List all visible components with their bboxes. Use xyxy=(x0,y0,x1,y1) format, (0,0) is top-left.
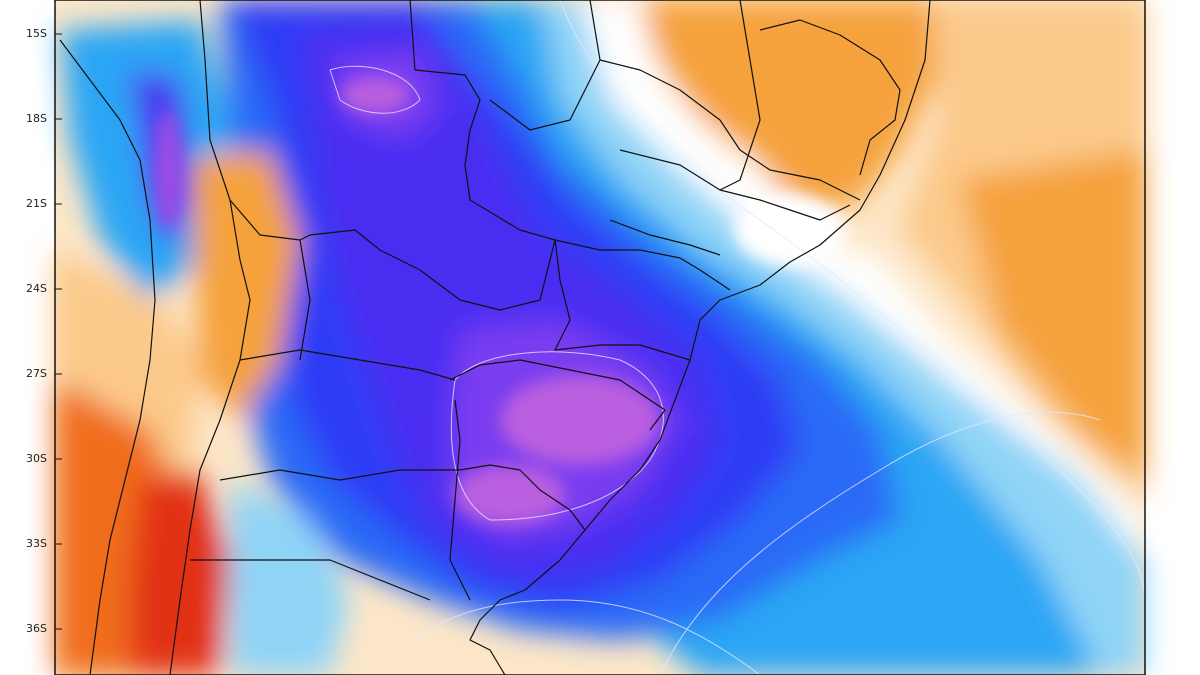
warm-region-southeast-ocean xyxy=(960,150,1145,480)
latitude-label-21s: 21S xyxy=(26,197,47,210)
latitude-label-30s: 30S xyxy=(26,452,47,465)
boundaries xyxy=(59,0,931,675)
neutral-pocket-southeast xyxy=(735,195,845,265)
border-sao-paulo xyxy=(619,149,851,221)
border-argentina-provinces xyxy=(239,349,456,381)
coastline-west xyxy=(59,39,156,675)
warm-region-northeast xyxy=(620,0,940,220)
border-argentina-provinces xyxy=(219,469,460,481)
border-andes xyxy=(169,199,251,675)
anomaly-cores xyxy=(154,77,845,525)
plot-area xyxy=(55,0,1146,675)
warm-region-argentina xyxy=(130,470,230,675)
contour-line xyxy=(450,351,664,521)
border-brazil-north xyxy=(409,0,556,241)
border-argentina xyxy=(449,399,471,601)
border-minas xyxy=(759,19,901,176)
border-argentina-provinces xyxy=(190,559,431,601)
latitude-ticks xyxy=(55,33,62,630)
contour-lines xyxy=(329,0,1146,675)
contour-line xyxy=(379,599,761,675)
plot-frame xyxy=(54,0,1146,675)
border-states xyxy=(554,279,691,361)
border-bolivia-paraguay xyxy=(309,229,561,311)
latitude-label-15s: 15S xyxy=(26,27,47,40)
border-states-north xyxy=(719,0,761,191)
border-states xyxy=(609,219,721,256)
border-uruguay xyxy=(449,359,666,431)
latitude-label-18s: 18S xyxy=(26,112,47,125)
contour-line xyxy=(329,65,421,114)
latitude-label-24s: 24S xyxy=(26,282,47,295)
cold-core-magenta-south xyxy=(455,465,565,525)
border-states xyxy=(554,239,731,291)
cool-band-argentina xyxy=(230,480,350,675)
latitude-label-36s: 36S xyxy=(26,622,47,635)
cold-core-magenta-main xyxy=(500,375,660,465)
border-uruguay-south xyxy=(459,464,586,531)
latitude-label-27s: 27S xyxy=(26,367,47,380)
warm-pocket-andes xyxy=(190,150,300,420)
border-states-north xyxy=(599,59,861,201)
border-argentina-provinces xyxy=(299,239,311,361)
cold-core-magenta-andes xyxy=(154,110,182,230)
latitude-label-33s: 33S xyxy=(26,537,47,550)
cold-core-magenta-north xyxy=(340,77,410,113)
contour-line xyxy=(559,0,1146,601)
contour-line xyxy=(659,411,1101,675)
coastline-south xyxy=(469,599,506,675)
border-states-north xyxy=(489,0,601,131)
